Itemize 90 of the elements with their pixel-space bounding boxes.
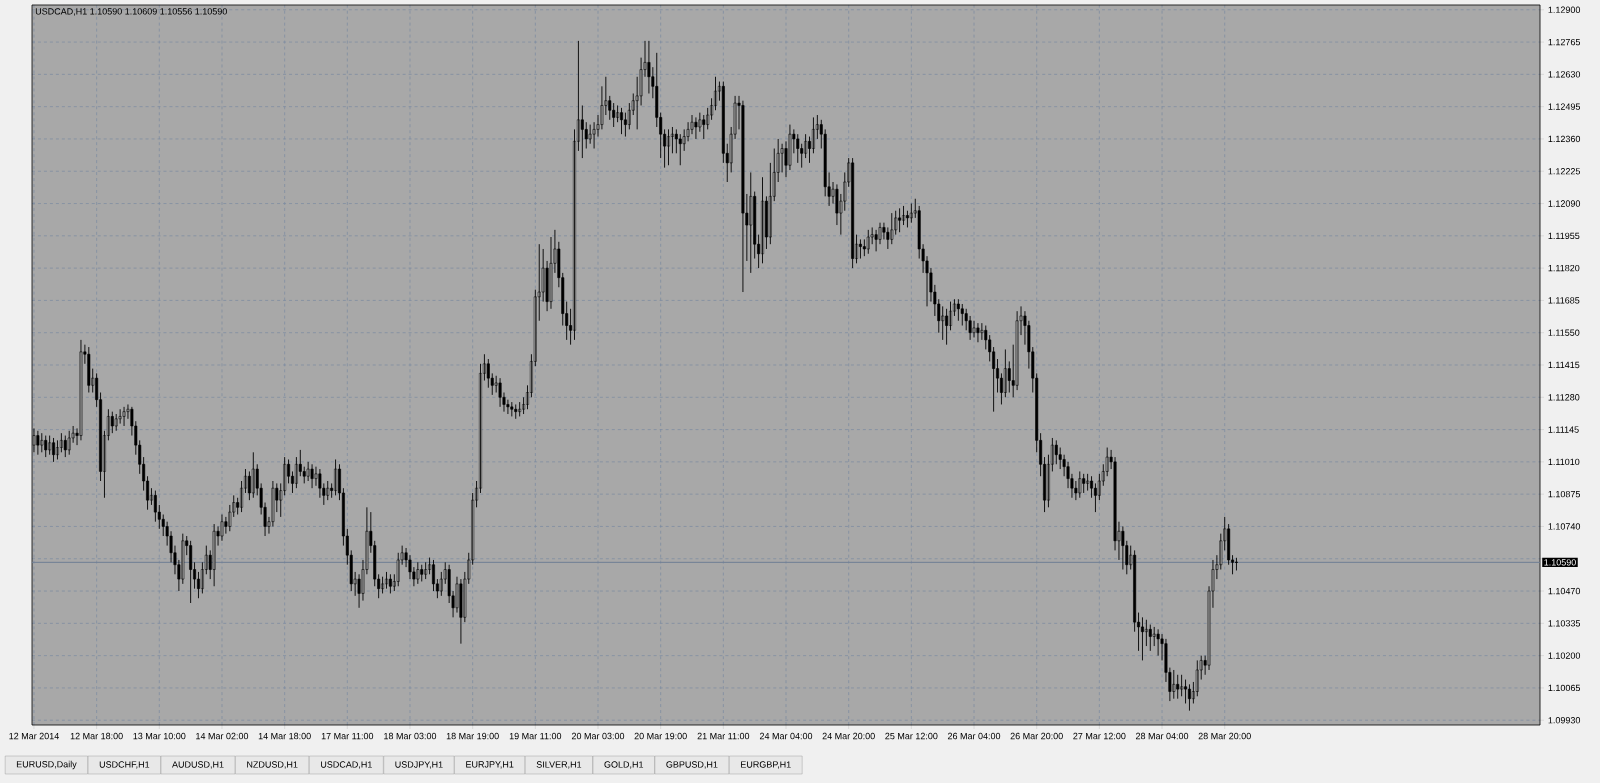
candlestick <box>1180 674 1184 697</box>
x-tick-label: 26 Mar 20:00 <box>1010 732 1063 740</box>
y-tick-label: 1.12090 <box>1548 200 1581 207</box>
y-tick-label: 1.10470 <box>1548 587 1581 595</box>
y-tick-label: 1.10200 <box>1548 652 1581 659</box>
candlestick <box>960 303 964 326</box>
y-tick-label: 1.12360 <box>1548 135 1581 143</box>
x-tick-label: 28 Mar 20:00 <box>1198 732 1251 740</box>
y-tick-label: 1.11145 <box>1548 426 1579 433</box>
y-tick-label: 1.12225 <box>1548 168 1581 175</box>
y-tick-label: 1.10740 <box>1548 523 1581 530</box>
text: USDCHF,H1 <box>99 761 150 769</box>
candlestick <box>866 229 870 255</box>
candlestick <box>890 212 894 245</box>
chart-title: USDCAD,H1 1.10590 1.10609 1.10556 1.10590 <box>35 8 227 16</box>
candlestick <box>40 432 44 453</box>
candlestick <box>1086 473 1090 492</box>
y-tick-label: 1.10065 <box>1548 684 1581 692</box>
text: GOLD,H1 <box>604 761 644 769</box>
candlestick <box>510 401 514 417</box>
x-tick-label: 25 Mar 12:00 <box>885 732 938 740</box>
y-tick-label: 1.10335 <box>1548 620 1581 627</box>
x-tick-label: 20 Mar 19:00 <box>634 732 687 740</box>
ref-line-label: 1.10590 <box>1544 559 1576 566</box>
candlestick <box>796 133 800 164</box>
candlestick <box>63 435 67 458</box>
candlestick <box>87 346 91 393</box>
candlestick <box>941 305 945 341</box>
candlestick <box>862 238 866 257</box>
candlestick <box>905 210 909 228</box>
x-tick-label: 18 Mar 03:00 <box>384 732 437 740</box>
y-tick-label: 1.10875 <box>1548 490 1581 498</box>
y-tick-label: 1.12900 <box>1548 6 1581 13</box>
candlestick <box>898 207 902 233</box>
candlestick <box>67 430 71 456</box>
y-tick-label: 1.11415 <box>1548 361 1580 369</box>
candlestick <box>486 358 490 389</box>
candlestick <box>749 171 753 274</box>
y-tick-label: 1.11280 <box>1548 394 1580 401</box>
text: EURJPY,H1 <box>466 761 514 769</box>
text: SILVER,H1 <box>536 761 582 769</box>
candlestick <box>396 552 400 587</box>
x-tick-label: 26 Mar 04:00 <box>947 732 1001 740</box>
x-tick-label: 28 Mar 04:00 <box>1135 732 1189 740</box>
candlestick <box>1176 674 1180 700</box>
text: NZDUSD,H1 <box>247 761 298 769</box>
y-tick-label: 1.11685 <box>1548 297 1580 304</box>
y-tick-label: 1.12495 <box>1548 103 1581 110</box>
text: EURGBP,H1 <box>741 761 791 769</box>
text: USDJPY,H1 <box>395 761 443 769</box>
x-tick-label: 19 Mar 11:00 <box>509 732 562 740</box>
candlestick <box>588 124 592 145</box>
text: GBPUSD,H1 <box>666 761 718 769</box>
candlestick <box>1148 624 1152 652</box>
text: USDCAD,H1 <box>321 761 372 769</box>
candlestick <box>1172 669 1176 700</box>
y-tick-label: 1.11820 <box>1548 264 1580 272</box>
y-tick-label: 1.12765 <box>1548 38 1581 46</box>
candlestick <box>1082 473 1086 494</box>
x-tick-label: 12 Mar 2014 <box>9 732 59 740</box>
text: AUDUSD,H1 <box>172 761 224 769</box>
y-tick-label: 1.11550 <box>1548 329 1580 336</box>
candlestick <box>251 451 255 499</box>
candlestick <box>514 404 518 420</box>
x-tick-label: 24 Mar 20:00 <box>822 732 875 740</box>
candlestick <box>44 435 48 458</box>
x-tick-label: 24 Mar 04:00 <box>759 732 813 740</box>
x-tick-label: 13 Mar 10:00 <box>133 732 186 740</box>
candlestick <box>326 480 330 501</box>
x-tick-label: 20 Mar 03:00 <box>571 732 625 740</box>
x-tick-label: 14 Mar 02:00 <box>196 732 249 740</box>
y-tick-label: 1.11955 <box>1548 232 1580 240</box>
x-tick-label: 27 Mar 12:00 <box>1073 732 1126 740</box>
candlestick <box>114 413 118 432</box>
x-tick-label: 17 Mar 11:00 <box>321 732 374 740</box>
candlestick <box>894 210 898 236</box>
text: EURUSD,Daily <box>16 760 77 770</box>
y-tick-label: 1.09930 <box>1548 717 1581 724</box>
y-tick-label: 1.12630 <box>1548 71 1581 78</box>
candlestick <box>678 133 682 166</box>
candlestick <box>416 561 420 585</box>
x-tick-label: 18 Mar 19:00 <box>446 732 499 740</box>
candlestick <box>1078 470 1082 499</box>
y-tick-label: 1.11010 <box>1548 458 1580 466</box>
x-tick-label: 14 Mar 18:00 <box>258 732 311 740</box>
candlestick <box>1184 679 1188 704</box>
candlestick <box>439 571 443 597</box>
x-tick-label: 21 Mar 11:00 <box>697 732 750 740</box>
x-tick-label: 12 Mar 18:00 <box>70 732 123 740</box>
candlestick <box>420 564 424 582</box>
